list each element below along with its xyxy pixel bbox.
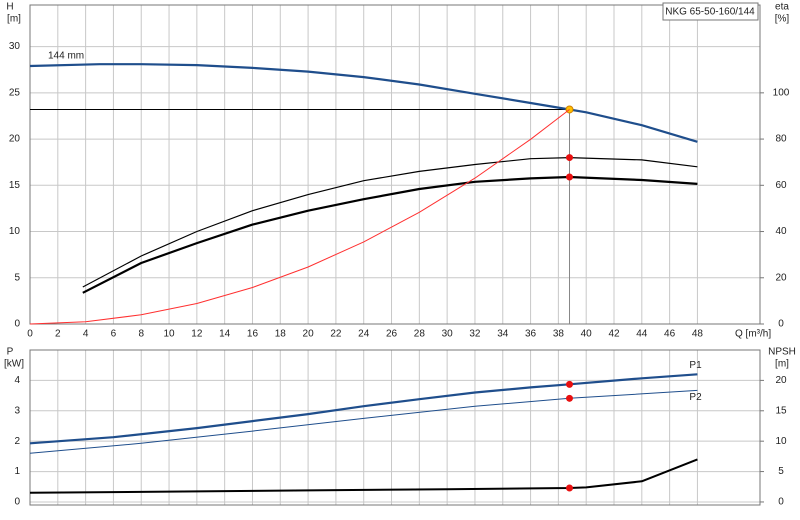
y2-tick-label: 15 (775, 405, 787, 416)
x-tick-label: 12 (191, 329, 203, 340)
y2-axis-label: eta (775, 2, 789, 13)
y2-tick-label: 0 (778, 319, 784, 330)
series-label: P2 (689, 392, 702, 403)
curve (29, 109, 570, 325)
y2-tick-label: 100 (773, 87, 790, 98)
x-tick-label: 32 (469, 329, 481, 340)
x-tick-label: 10 (163, 329, 175, 340)
y2-tick-label: 80 (775, 134, 787, 145)
series-label: 144 mm (48, 51, 84, 62)
duty-marker (566, 484, 574, 492)
y2-tick-label: 60 (775, 180, 787, 191)
y-tick-label: 1 (14, 466, 20, 477)
y-axis-label: P (7, 347, 14, 358)
x-tick-label: 26 (386, 329, 398, 340)
x-tick-label: 16 (247, 329, 259, 340)
y-tick-label: 3 (14, 405, 20, 416)
y-tick-label: 20 (9, 134, 21, 145)
y2-axis-unit: [m] (775, 359, 789, 370)
x-tick-label: 18 (275, 329, 287, 340)
duty-marker (566, 154, 574, 162)
duty-marker (566, 173, 574, 181)
y2-tick-label: 5 (778, 466, 784, 477)
x-tick-label: 8 (138, 329, 144, 340)
x-tick-label: 4 (83, 329, 89, 340)
x-axis-label: Q [m³/h] (735, 329, 771, 340)
x-tick-label: 22 (330, 329, 342, 340)
y-axis-unit: [m] (7, 14, 21, 25)
y-tick-label: 2 (14, 436, 20, 447)
y-tick-label: 5 (14, 272, 20, 283)
y2-axis-label: NPSH (768, 347, 796, 358)
curve (29, 373, 698, 445)
x-tick-label: 36 (525, 329, 537, 340)
y2-tick-label: 40 (775, 226, 787, 237)
duty-marker (566, 380, 574, 388)
y-tick-label: 0 (14, 497, 20, 508)
plot-frame (29, 349, 761, 506)
x-tick-label: 0 (27, 329, 33, 340)
plot-frame (29, 4, 761, 325)
y2-tick-label: 20 (775, 272, 787, 283)
x-tick-label: 2 (55, 329, 61, 340)
curve (82, 157, 698, 288)
x-tick-label: 42 (608, 329, 620, 340)
x-tick-label: 44 (636, 329, 648, 340)
x-tick-label: 28 (414, 329, 426, 340)
x-tick-label: 24 (358, 329, 370, 340)
x-tick-label: 40 (581, 329, 593, 340)
y-tick-label: 15 (9, 180, 21, 191)
y2-axis-unit: [%] (775, 14, 790, 25)
y-tick-label: 10 (9, 226, 21, 237)
y2-tick-label: 10 (775, 436, 787, 447)
y-tick-label: 30 (9, 41, 21, 52)
x-tick-label: 14 (219, 329, 231, 340)
chart-title: NKG 65-50-160/144 (665, 7, 755, 18)
curve (29, 458, 698, 494)
duty-marker (566, 394, 574, 402)
curve (82, 175, 698, 294)
series-label: P1 (689, 360, 702, 371)
y-axis-label: H (6, 2, 13, 13)
y-tick-label: 0 (14, 319, 20, 330)
x-tick-label: 34 (497, 329, 509, 340)
title-box (662, 2, 759, 21)
y2-tick-label: 0 (778, 497, 784, 508)
y2-tick-label: 20 (775, 375, 787, 386)
x-tick-label: 48 (692, 329, 704, 340)
y-tick-label: 25 (9, 87, 21, 98)
x-tick-label: 6 (111, 329, 117, 340)
x-tick-label: 20 (303, 329, 315, 340)
x-tick-label: 30 (442, 329, 454, 340)
y-tick-label: 4 (14, 375, 20, 386)
x-tick-label: 38 (553, 329, 565, 340)
y-axis-unit: [kW] (4, 359, 24, 370)
x-tick-label: 46 (664, 329, 676, 340)
curve (29, 63, 698, 143)
